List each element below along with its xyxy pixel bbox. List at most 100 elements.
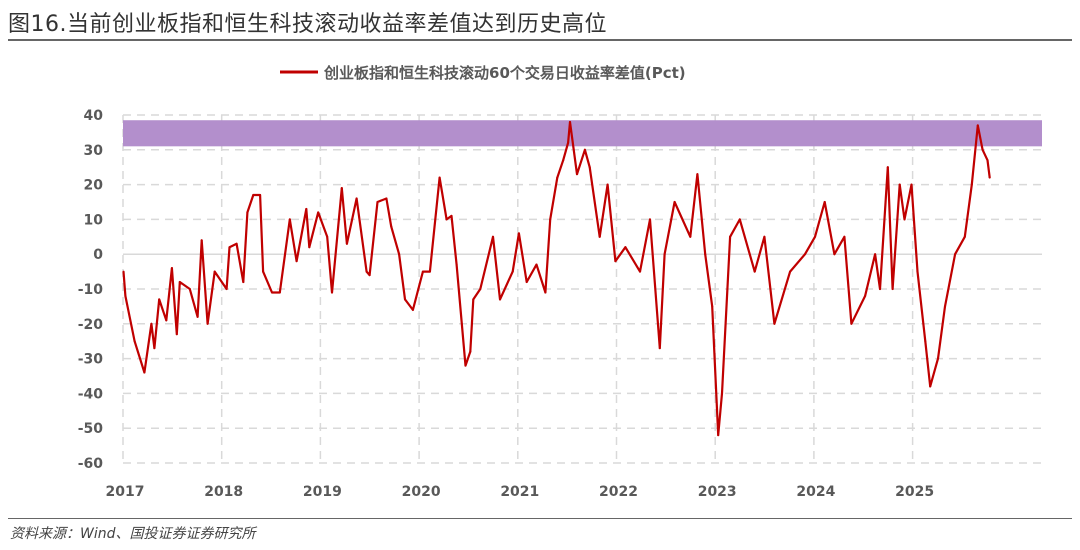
data-point [916, 270, 919, 273]
data-point [390, 225, 393, 228]
title-divider [8, 39, 1072, 41]
figure-title: 图16.当前创业板指和恒生科技滚动收益率差值达到历史高位 [8, 12, 607, 37]
data-point [567, 141, 570, 144]
data-point [525, 281, 528, 284]
data-point [317, 211, 320, 214]
data-point [246, 211, 249, 214]
data-point [576, 173, 579, 176]
footer-divider [8, 518, 1072, 519]
data-point [421, 270, 424, 273]
highlight-band [123, 120, 1042, 147]
data-point [178, 281, 181, 284]
data-point [175, 333, 178, 336]
data-point [445, 218, 448, 221]
data-point [981, 148, 984, 151]
data-point [588, 166, 591, 169]
data-point [864, 294, 867, 297]
x-tick-label: 2020 [402, 484, 441, 500]
data-point [663, 253, 666, 256]
y-tick-label: 30 [84, 143, 104, 159]
data-point [898, 183, 901, 186]
data-point [696, 173, 699, 176]
data-point [235, 242, 238, 245]
data-point [517, 232, 520, 235]
data-point [944, 305, 947, 308]
data-point [833, 253, 836, 256]
data-point [544, 291, 547, 294]
data-point [970, 183, 973, 186]
data-point [170, 267, 173, 270]
legend-label: 创业板指和恒生科技滚动60个交易日收益率差值(Pct) [323, 64, 686, 82]
data-point [874, 253, 877, 256]
data-point [206, 322, 209, 325]
data-point [270, 291, 273, 294]
data-point [464, 364, 467, 367]
data-point [720, 392, 723, 395]
data-point [689, 235, 692, 238]
data-point [763, 235, 766, 238]
data-point [499, 298, 502, 301]
data-point [878, 288, 881, 290]
data-point [368, 274, 371, 277]
data-point [365, 270, 368, 273]
y-tick-label: -20 [78, 317, 104, 333]
x-tick-label: 2021 [500, 484, 539, 500]
data-point [385, 197, 388, 200]
data-point [986, 159, 989, 162]
data-point [428, 270, 431, 273]
data-point [753, 270, 756, 273]
data-point [259, 194, 262, 197]
x-tick-label: 2025 [895, 484, 934, 500]
data-point [252, 194, 255, 197]
data-point [288, 218, 291, 221]
data-point [850, 322, 853, 325]
data-point [122, 270, 125, 273]
data-point [773, 322, 776, 325]
y-axis-ticks: 40 30 20 10 0 -10 -20 -30 -40 -50 -60 [78, 108, 104, 472]
data-point [614, 260, 617, 263]
y-tick-label: -40 [78, 386, 104, 402]
data-point [225, 288, 228, 290]
data-point [345, 242, 348, 245]
data-point [929, 385, 932, 388]
data-point [704, 253, 707, 256]
data-point [639, 270, 642, 273]
data-point [376, 201, 379, 203]
grid-lines [122, 114, 1042, 464]
y-tick-label: 40 [84, 108, 104, 124]
data-point [278, 291, 281, 294]
data-point [511, 270, 514, 273]
data-point [491, 235, 494, 238]
data-point [556, 176, 559, 179]
y-tick-label: -50 [78, 421, 104, 437]
data-point [738, 218, 741, 221]
x-tick-label: 2023 [698, 484, 737, 500]
data-point [228, 246, 231, 249]
data-point [200, 239, 203, 242]
data-point [843, 235, 846, 238]
data-point [658, 347, 661, 350]
data-point [649, 218, 652, 221]
data-point [717, 434, 720, 437]
data-point [624, 246, 627, 249]
data-point [606, 183, 609, 186]
y-tick-label: -60 [78, 456, 104, 472]
data-point [535, 263, 538, 266]
data-point [789, 270, 792, 273]
data-point [153, 347, 156, 350]
x-tick-label: 2022 [599, 484, 638, 500]
data-point [729, 235, 732, 238]
data-point [305, 207, 308, 210]
data-point [438, 176, 441, 179]
data-point [450, 214, 453, 217]
data-point [963, 235, 966, 238]
data-point [673, 201, 676, 203]
data-point [398, 253, 401, 256]
data-point [242, 281, 245, 284]
y-tick-label: -30 [78, 352, 104, 368]
data-point [124, 294, 127, 297]
data-point [308, 246, 311, 249]
data-point [411, 308, 414, 311]
series-points [122, 120, 991, 437]
